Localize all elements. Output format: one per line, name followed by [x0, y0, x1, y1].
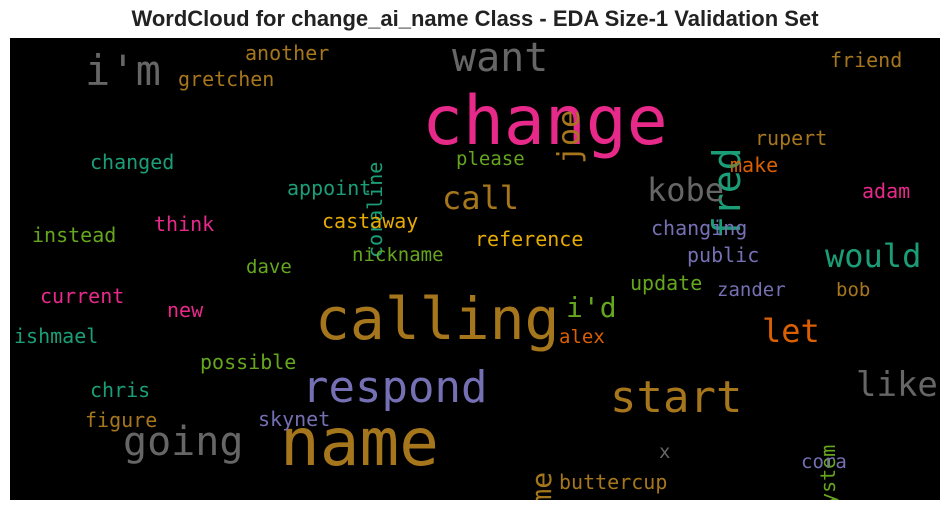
- word-call: call: [442, 179, 520, 217]
- word-rename: rename: [525, 472, 558, 500]
- word-change: change: [422, 82, 668, 161]
- word-update: update: [630, 271, 703, 295]
- word-gretchen: gretchen: [178, 67, 275, 91]
- wordcloud-canvas: change name calling respond start i'm want goin…: [10, 38, 940, 500]
- word-please: please: [456, 148, 525, 170]
- word-current: current: [40, 284, 125, 308]
- word-calling: calling: [315, 285, 560, 353]
- word-possible: possible: [200, 350, 297, 374]
- word-instead: instead: [32, 223, 117, 247]
- word-alex: alex: [559, 326, 605, 348]
- word-x: x: [659, 441, 671, 463]
- word-dave: dave: [246, 256, 292, 278]
- word-new: new: [167, 298, 204, 322]
- word-chris: chris: [90, 378, 151, 402]
- word-friend: friend: [830, 48, 903, 72]
- word-skynet: skynet: [258, 407, 331, 431]
- word-nickname: nickname: [352, 244, 444, 266]
- word-respond: respond: [302, 362, 488, 413]
- word-bob: bob: [836, 279, 871, 301]
- word-appoint: appoint: [287, 176, 372, 200]
- word-ishmael: ishmael: [14, 324, 99, 348]
- word-reference: reference: [475, 227, 584, 251]
- word-like: like: [856, 365, 938, 405]
- word-public: public: [687, 243, 760, 267]
- chart-title: WordCloud for change_ai_name Class - EDA…: [131, 6, 819, 31]
- word-let: let: [762, 312, 820, 350]
- word-rupert: rupert: [755, 126, 828, 150]
- word-would: would: [825, 237, 922, 275]
- word-buttercup: buttercup: [559, 470, 668, 494]
- word-think: think: [154, 212, 215, 236]
- word-castaway: castaway: [322, 209, 419, 233]
- word-cora: cora: [801, 451, 847, 473]
- word-want: want: [452, 38, 549, 81]
- word-changed: changed: [90, 150, 175, 174]
- word-start: start: [610, 372, 743, 423]
- word-kobe: kobe: [647, 171, 725, 209]
- word-going: going: [123, 419, 244, 465]
- word-another: another: [245, 41, 330, 65]
- word-zander: zander: [717, 279, 786, 301]
- word-i-m: i'm: [85, 46, 161, 95]
- word-i-d: i'd: [566, 291, 617, 324]
- word-figure: figure: [85, 408, 158, 432]
- word-make: make: [730, 153, 779, 177]
- word-name: name: [280, 404, 439, 481]
- word-adam: adam: [862, 179, 911, 203]
- word-joe: joe: [552, 109, 587, 164]
- word-changing: changing: [651, 216, 748, 240]
